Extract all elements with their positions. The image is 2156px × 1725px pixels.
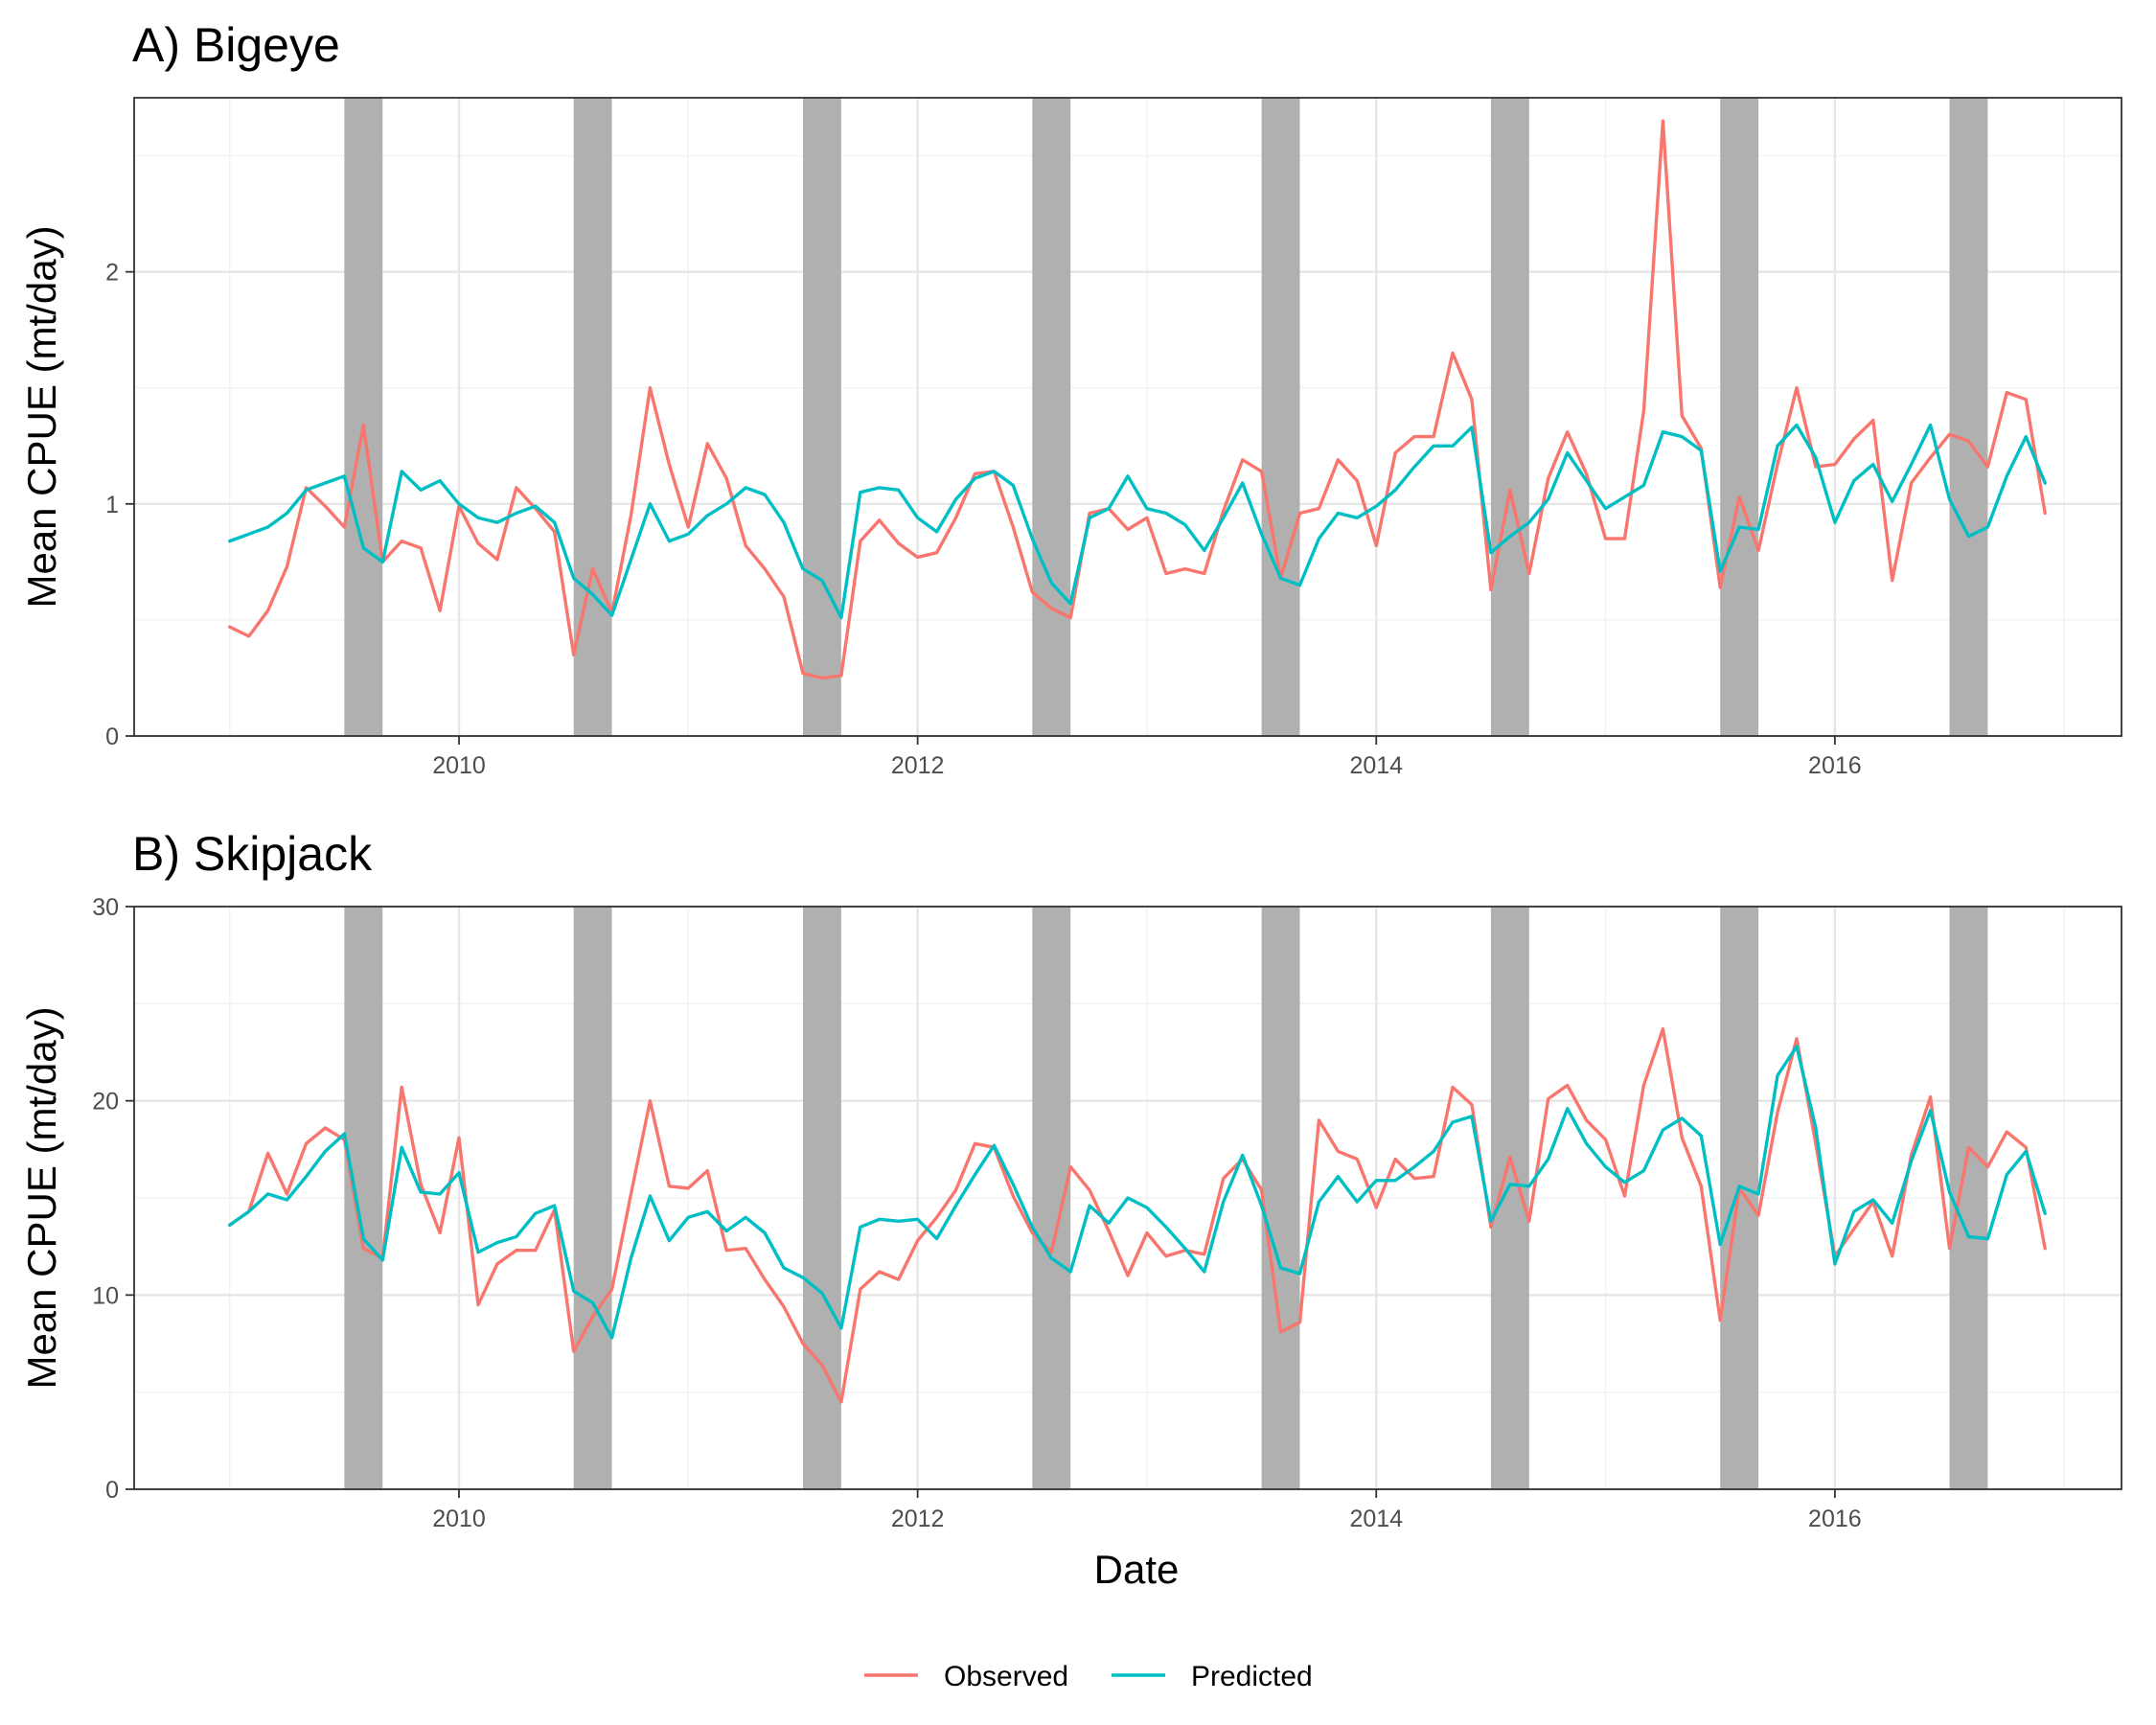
shaded-period bbox=[1949, 98, 1988, 736]
panel-title-bigeye: A) Bigeye bbox=[132, 18, 340, 72]
shaded-period bbox=[1261, 907, 1300, 1489]
series-line-predicted bbox=[227, 1045, 2047, 1340]
y-axis-title-bigeye: Mean CPUE (mt/day) bbox=[19, 225, 64, 608]
y-tick-label: 2 bbox=[105, 260, 119, 287]
y-tick-label: 30 bbox=[92, 894, 119, 921]
shaded-period bbox=[344, 907, 383, 1489]
series-line-predicted bbox=[227, 423, 2047, 620]
y-tick-label: 0 bbox=[105, 724, 119, 750]
x-axis: 2010 2012 2014 2016 bbox=[432, 1489, 1862, 1532]
shaded-period bbox=[1032, 98, 1071, 736]
shaded-period bbox=[802, 98, 841, 736]
panel-skipjack: B) Skipjack 0 10 20 30 2010 2012 2014 2016 Mea… bbox=[19, 827, 2122, 1592]
legend-label-observed: Observed bbox=[944, 1661, 1068, 1692]
panel-bigeye: A) Bigeye 0 1 2 2010 2012 2014 2016 Mean CPUE… bbox=[19, 18, 2122, 779]
x-tick-label: 2014 bbox=[1349, 1506, 1403, 1532]
x-tick-label: 2010 bbox=[432, 1506, 486, 1532]
y-axis: 0 10 20 30 bbox=[92, 894, 134, 1504]
shaded-period bbox=[1490, 98, 1529, 736]
y-tick-label: 1 bbox=[105, 492, 119, 518]
series-lines bbox=[227, 119, 2047, 680]
series-lines bbox=[227, 1026, 2047, 1404]
shaded-period bbox=[344, 98, 383, 736]
panel-border bbox=[133, 906, 2122, 1490]
x-tick-label: 2012 bbox=[891, 1506, 945, 1532]
y-axis: 0 1 2 bbox=[105, 260, 134, 750]
legend: Observed Predicted bbox=[864, 1661, 1313, 1692]
shaded-periods bbox=[344, 98, 1988, 736]
shaded-period bbox=[1949, 907, 1988, 1489]
shaded-period bbox=[802, 907, 841, 1489]
shaded-period bbox=[1261, 98, 1300, 736]
series-line-observed bbox=[227, 119, 2047, 680]
panel-border bbox=[133, 97, 2122, 737]
x-tick-label: 2016 bbox=[1808, 1506, 1862, 1532]
y-tick-label: 0 bbox=[105, 1477, 119, 1504]
shaded-period bbox=[573, 907, 612, 1489]
legend-label-predicted: Predicted bbox=[1191, 1661, 1313, 1692]
y-tick-label: 10 bbox=[92, 1282, 119, 1309]
x-tick-label: 2014 bbox=[1349, 752, 1403, 779]
x-tick-label: 2010 bbox=[432, 752, 486, 779]
shaded-period bbox=[573, 98, 612, 736]
series-line-observed bbox=[227, 1026, 2047, 1404]
shaded-period bbox=[1720, 98, 1759, 736]
panel-title-skipjack: B) Skipjack bbox=[132, 827, 373, 881]
x-axis-title: Date bbox=[1094, 1547, 1180, 1592]
x-tick-label: 2016 bbox=[1808, 752, 1862, 779]
y-axis-title-skipjack: Mean CPUE (mt/day) bbox=[19, 1006, 64, 1389]
y-tick-label: 20 bbox=[92, 1089, 119, 1116]
x-tick-label: 2012 bbox=[891, 752, 945, 779]
x-axis: 2010 2012 2014 2016 bbox=[432, 736, 1862, 779]
